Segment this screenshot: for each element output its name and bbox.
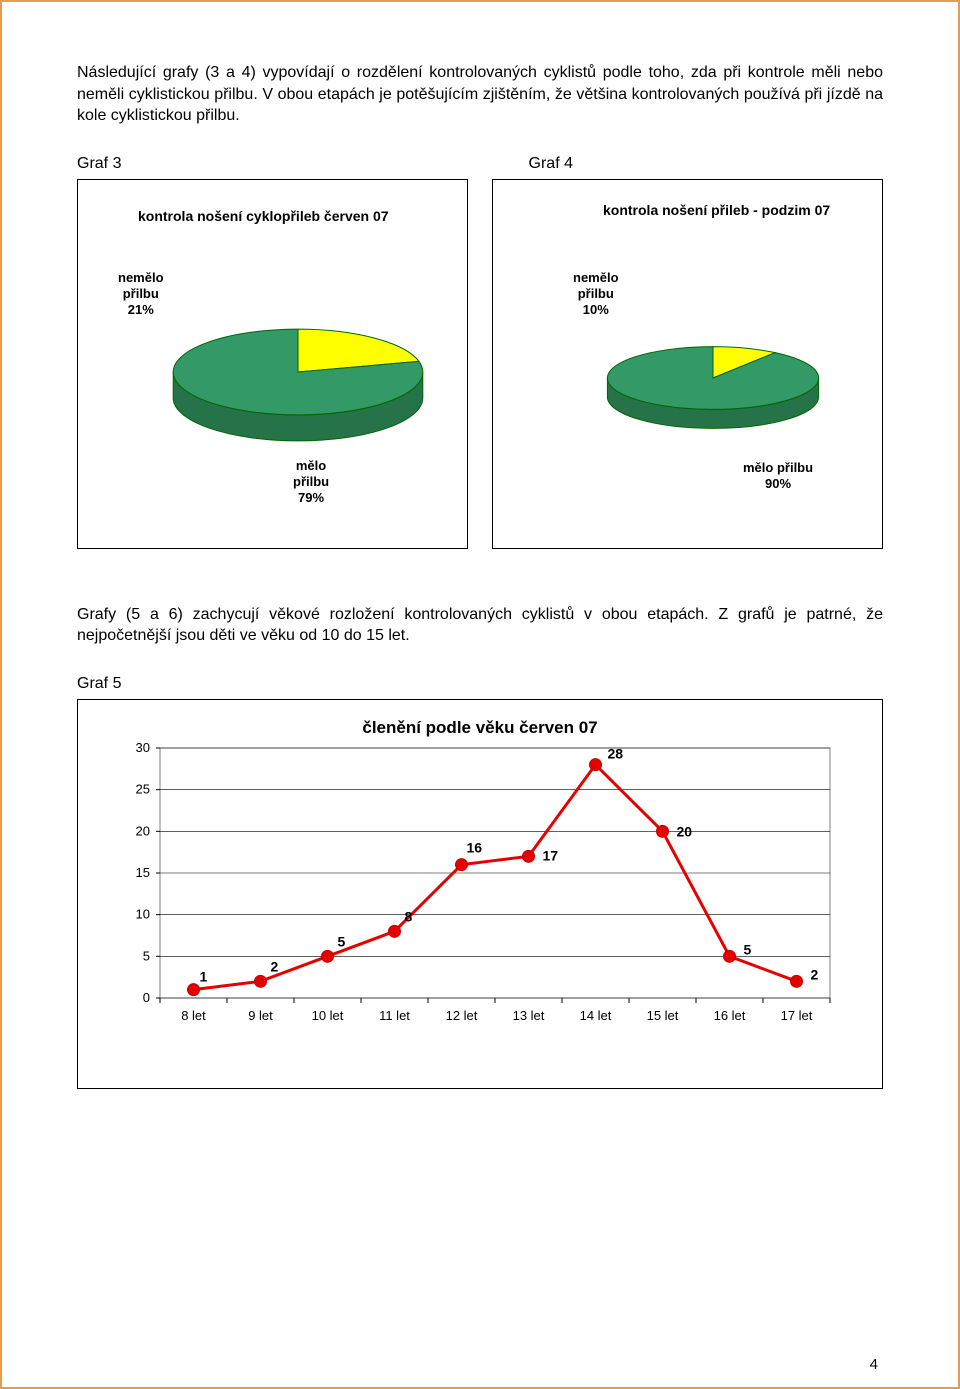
svg-text:14 let: 14 let	[580, 1008, 612, 1023]
svg-text:15: 15	[136, 865, 150, 880]
svg-text:8 let: 8 let	[181, 1008, 206, 1023]
pie3-title: kontrola nošení cyklopřileb červen 07	[138, 208, 389, 224]
svg-text:1: 1	[200, 969, 208, 985]
line-chart-5: členění podle věku červen 07 05101520253…	[77, 699, 883, 1089]
svg-text:10: 10	[136, 907, 150, 922]
pie4-svg	[603, 340, 823, 435]
pie3-label-yes: mělo přilbu 79%	[293, 458, 329, 507]
svg-text:30: 30	[136, 740, 150, 755]
graf3-label: Graf 3	[77, 155, 121, 173]
svg-text:9 let: 9 let	[248, 1008, 273, 1023]
svg-text:16 let: 16 let	[714, 1008, 746, 1023]
svg-text:20: 20	[136, 823, 150, 838]
pie-chart-3: kontrola nošení cyklopřileb červen 07 ne…	[77, 179, 468, 549]
svg-text:15 let: 15 let	[647, 1008, 679, 1023]
svg-text:17: 17	[543, 847, 559, 863]
graf-3-4-row: Graf 3 Graf 4	[77, 155, 883, 173]
pie4-title: kontrola nošení přileb - podzim 07	[603, 202, 830, 218]
graf5-label: Graf 5	[77, 675, 883, 693]
svg-text:10 let: 10 let	[312, 1008, 344, 1023]
svg-text:12 let: 12 let	[446, 1008, 478, 1023]
svg-text:11 let: 11 let	[379, 1008, 410, 1023]
document-page: Následující grafy (3 a 4) vypovídají o r…	[0, 0, 960, 1389]
pie3-label-no: nemělo přilbu 21%	[118, 270, 164, 319]
pie3-svg	[168, 320, 428, 450]
pie4-label-no: nemělo přilbu 10%	[573, 270, 619, 319]
line-chart-svg: 0510152025308 let9 let10 let11 let12 let…	[90, 738, 870, 1058]
pie-charts-row: kontrola nošení cyklopřileb červen 07 ne…	[77, 179, 883, 549]
intro-paragraph-1: Následující grafy (3 a 4) vypovídají o r…	[77, 62, 883, 127]
page-number: 4	[870, 1356, 878, 1373]
pie4-label-yes: mělo přilbu 90%	[743, 460, 813, 493]
svg-text:5: 5	[338, 933, 346, 949]
line-chart-title: členění podle věku červen 07	[78, 700, 882, 738]
svg-text:2: 2	[271, 958, 279, 974]
svg-text:25: 25	[136, 782, 150, 797]
svg-text:13 let: 13 let	[513, 1008, 545, 1023]
pie-chart-4: kontrola nošení přileb - podzim 07 neměl…	[492, 179, 883, 549]
intro-paragraph-2: Grafy (5 a 6) zachycují věkové rozložení…	[77, 604, 883, 647]
svg-text:28: 28	[608, 746, 624, 762]
svg-text:8: 8	[405, 908, 413, 924]
svg-text:20: 20	[677, 823, 693, 839]
svg-text:0: 0	[143, 990, 150, 1005]
svg-text:16: 16	[467, 840, 483, 856]
graf4-label: Graf 4	[529, 155, 573, 173]
svg-text:17 let: 17 let	[781, 1008, 813, 1023]
svg-text:2: 2	[811, 966, 819, 982]
svg-text:5: 5	[744, 941, 752, 957]
svg-text:5: 5	[143, 948, 150, 963]
